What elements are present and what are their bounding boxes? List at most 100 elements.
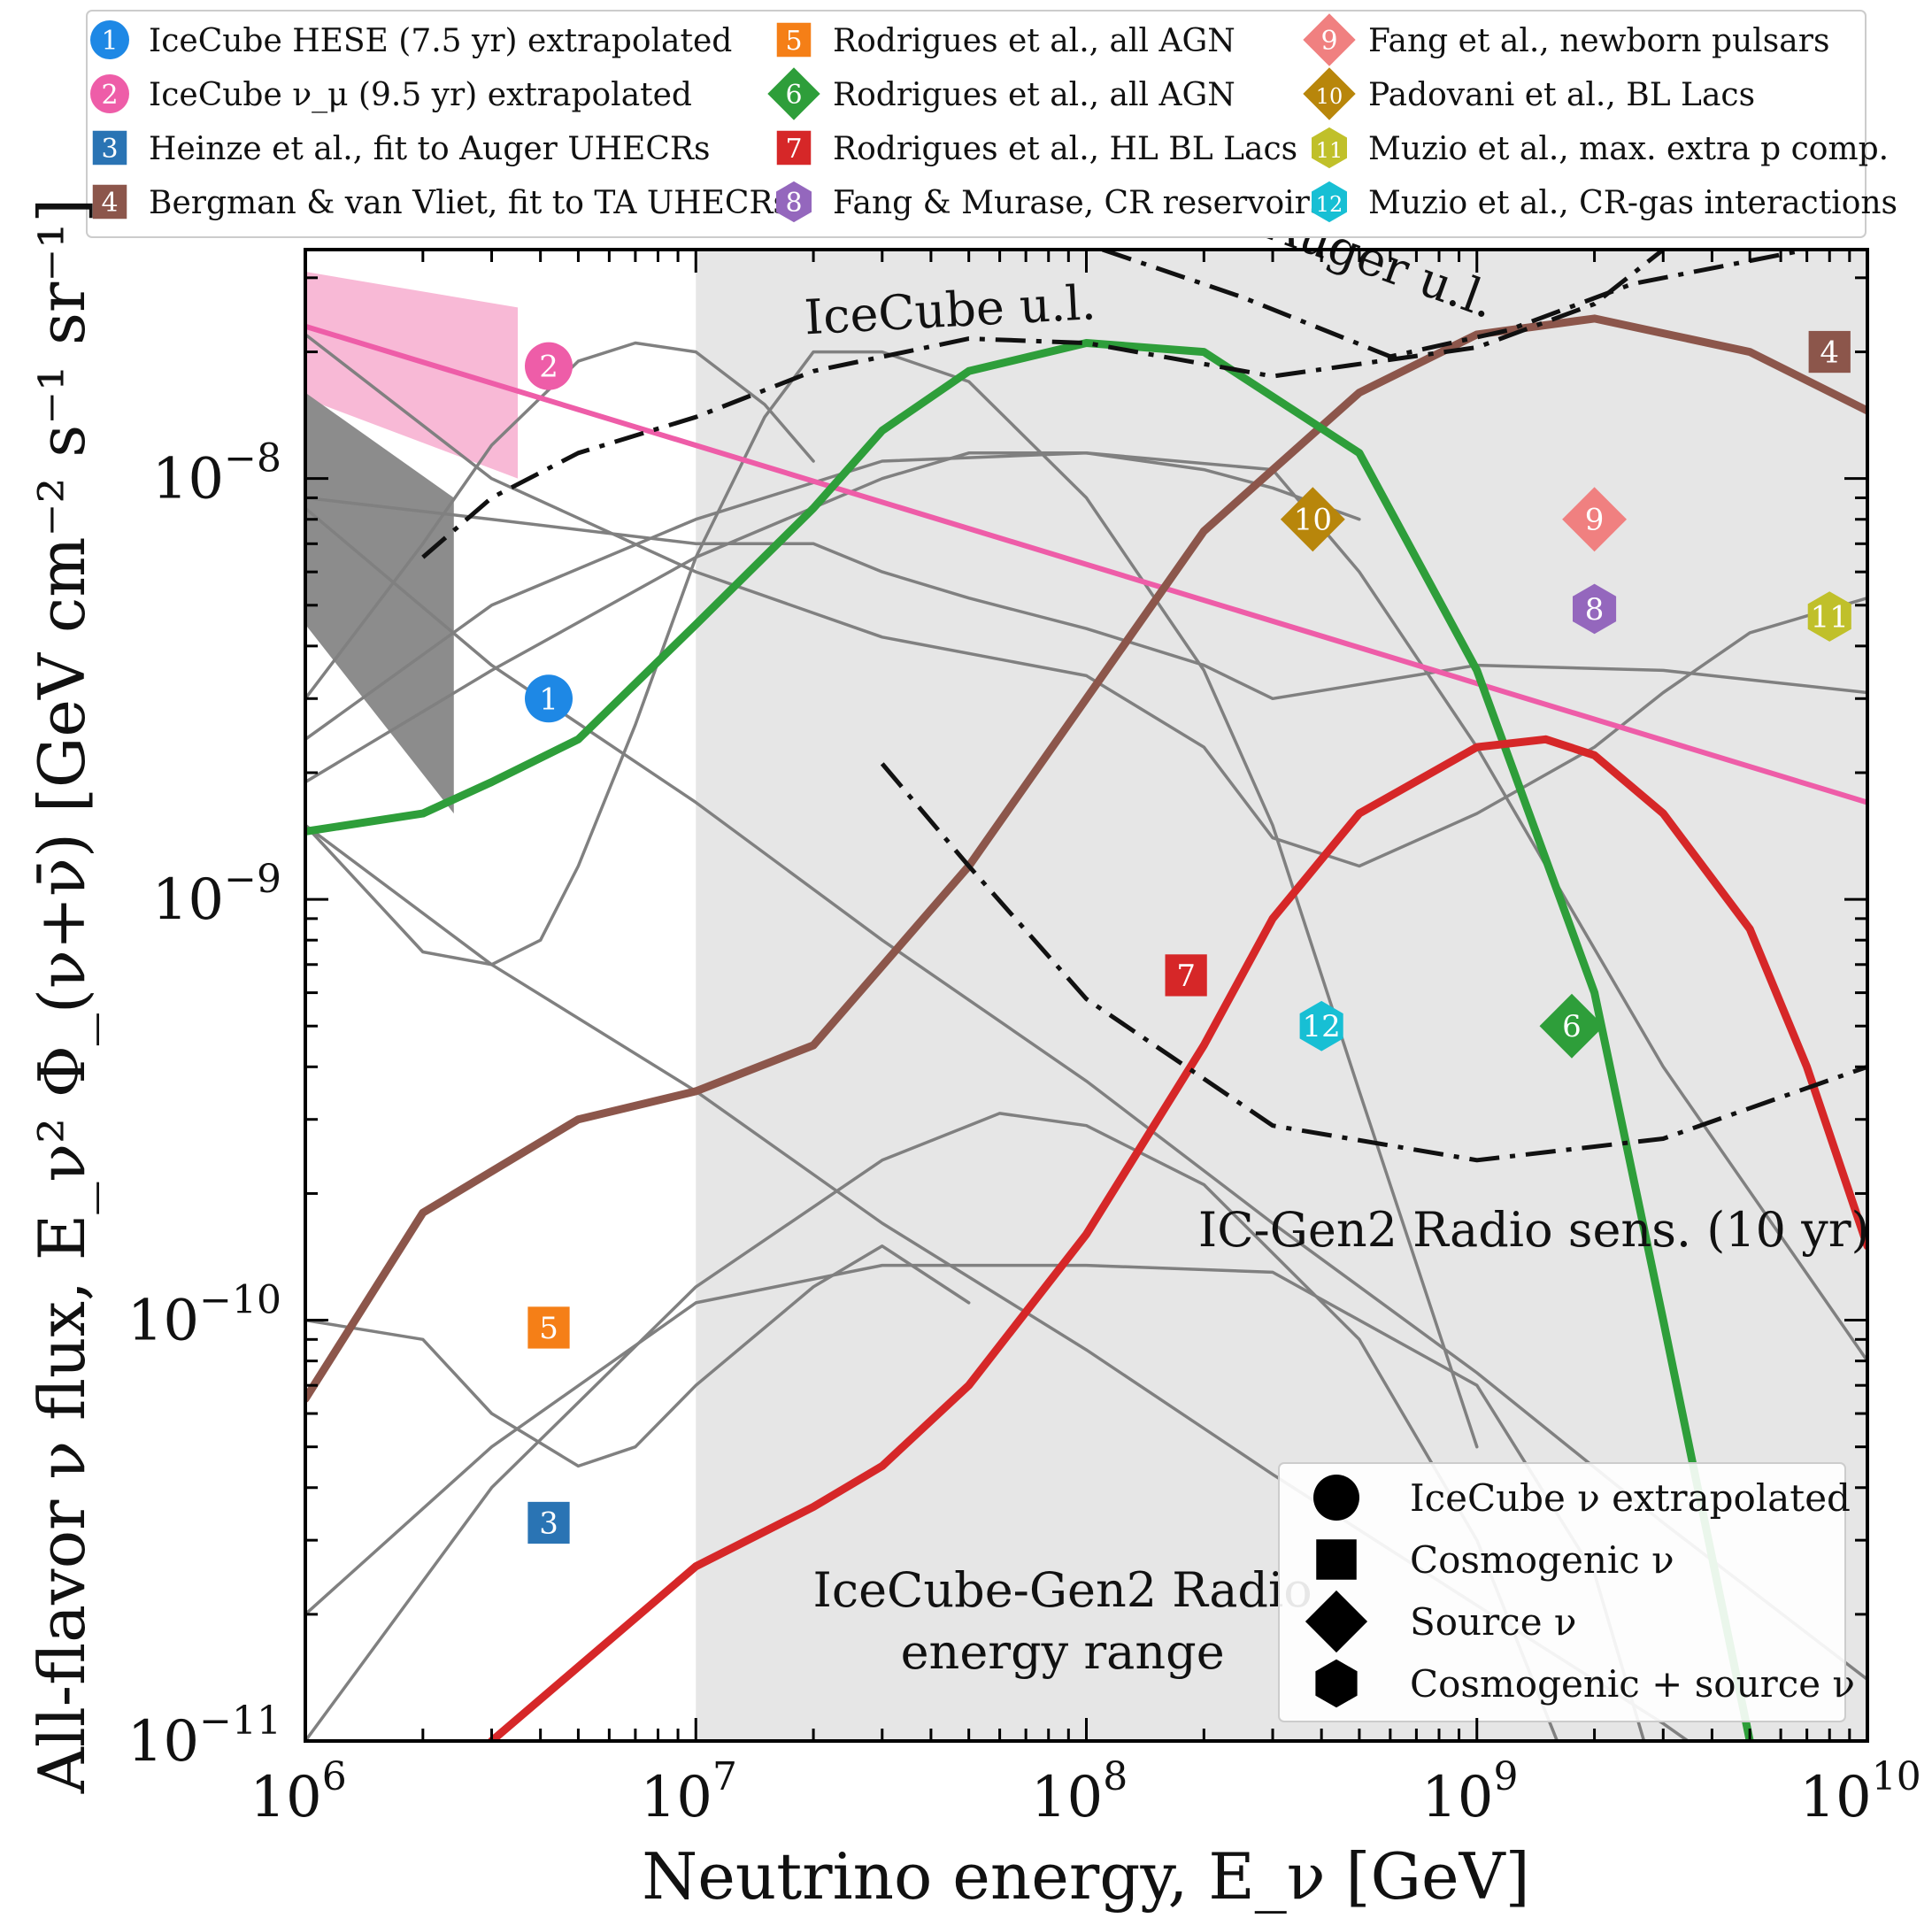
kind-legend-label-1: IceCube ν extrapolated	[1410, 1476, 1851, 1520]
legend-label-4: Bergman & van Vliet, fit to TA UHECRs	[149, 185, 789, 221]
series-line-5	[421, 250, 1665, 559]
marker-1-shape	[525, 674, 573, 723]
marker-3-shape	[527, 1501, 570, 1544]
legend-number-12: 12	[1316, 192, 1343, 217]
series-line-6	[1101, 250, 1808, 359]
legend-number-6: 6	[785, 80, 802, 111]
series-line-10	[305, 350, 1479, 1449]
legend-symbol-5	[776, 22, 812, 58]
marker-1-label: 1	[539, 682, 558, 717]
legend-number-7: 7	[785, 134, 802, 165]
marker-10-label: 10	[1294, 503, 1332, 538]
marker-5-label: 5	[539, 1311, 558, 1346]
legend-number-5: 5	[785, 26, 802, 57]
series-line-15	[305, 341, 815, 701]
series-line-14	[305, 333, 1867, 868]
y-tick-label: 10−9	[152, 857, 281, 933]
marker-12-label: 12	[1303, 1009, 1341, 1044]
x-axis-title: Neutrino energy, E_ν [GeV]	[642, 1839, 1529, 1914]
x-tick-label: 106	[250, 1754, 346, 1830]
model-legend: 1 IceCube HESE (7.5 yr) extrapolated 2 IceC…	[86, 10, 1897, 238]
legend-symbol-3	[92, 130, 127, 166]
marker-7-label: 7	[1176, 959, 1196, 994]
legend-label-7: Rodrigues et al., HL BL Lacs	[833, 131, 1297, 167]
y-axis-title: All-flavor ν flux, E_ν² Φ_(ν+ν̄) [GeV cm…	[25, 198, 99, 1795]
marker-11-label: 11	[1811, 600, 1849, 635]
legend-label-1: IceCube HESE (7.5 yr) extrapolated	[149, 23, 732, 59]
legend-label-12: Muzio et al., CR-gas interactions	[1368, 185, 1897, 221]
y-tick-label: 10−8	[152, 436, 281, 512]
legend-symbol-10	[1303, 67, 1356, 120]
y-tick-label: 10−11	[127, 1698, 281, 1775]
legend-label-6: Rodrigues et al., all AGN	[833, 77, 1235, 113]
marker-11-shape	[1807, 591, 1851, 642]
marker-kind-legend: IceCube ν extrapolated Cosmogenic ν Source…	[1278, 1462, 1855, 1722]
legend-number-9: 9	[1320, 26, 1337, 57]
kind-legend-symbol-3	[1305, 1590, 1368, 1653]
marker-4-label: 4	[1820, 335, 1839, 371]
legend-symbol-11	[1312, 127, 1347, 169]
marker-4-shape	[1808, 330, 1851, 374]
legend-symbol-6	[767, 67, 820, 120]
kind-legend-label-2: Cosmogenic ν	[1410, 1538, 1674, 1582]
marker-7-shape	[1165, 954, 1207, 997]
marker-12-shape	[1299, 1000, 1343, 1051]
series-line-18	[305, 1112, 1559, 1741]
legend-number-11: 11	[1316, 138, 1343, 163]
x-tick-label: 1010	[1799, 1754, 1920, 1830]
legend-symbol-12	[1312, 181, 1347, 223]
legend-symbol-2	[90, 74, 129, 113]
legend-label-5: Rodrigues et al., all AGN	[833, 23, 1235, 59]
energy-range-label-line2: energy range	[901, 1624, 1225, 1680]
legend-symbol-1	[90, 20, 129, 59]
marker-8-label: 8	[1585, 592, 1605, 628]
series-line-2	[305, 314, 1867, 1403]
series-line-16	[305, 1244, 971, 1468]
marker-8-shape	[1573, 583, 1617, 635]
kind-legend-label-4: Cosmogenic + source ν	[1410, 1662, 1855, 1706]
legend-frame	[86, 10, 1867, 238]
marker-3-label: 3	[539, 1506, 558, 1541]
legend-symbol-4	[92, 184, 127, 220]
y-tick-label: 10−10	[127, 1278, 281, 1354]
x-tick-label: 108	[1031, 1754, 1128, 1830]
legend-label-9: Fang et al., newborn pulsars	[1368, 23, 1829, 59]
kind-legend-label-3: Source ν	[1410, 1600, 1576, 1644]
series-line-1	[305, 323, 1867, 805]
kind-legend-symbol-1	[1313, 1475, 1359, 1521]
kind-legend-frame	[1278, 1462, 1846, 1722]
series-line-3	[305, 339, 1754, 1741]
legend-number-3: 3	[101, 134, 118, 165]
legend-symbol-8	[776, 181, 812, 223]
series-line-11	[305, 496, 1867, 701]
legend-symbol-7	[776, 130, 812, 166]
flux-bands	[305, 272, 519, 814]
legend-label-10: Padovani et al., BL Lacs	[1368, 77, 1755, 113]
flux-band-1	[305, 272, 519, 479]
legend-number-10: 10	[1316, 84, 1343, 109]
legend-label-3: Heinze et al., fit to Auger UHECRs	[149, 131, 710, 167]
legend-number-1: 1	[101, 26, 118, 57]
energy-range-label-line1: IceCube-Gen2 Radio	[813, 1562, 1312, 1618]
marker-9-shape	[1562, 487, 1628, 552]
legend-symbol-9	[1303, 13, 1356, 66]
x-tick-label: 109	[1421, 1754, 1518, 1830]
series-line-12	[305, 451, 1361, 784]
legend-number-2: 2	[101, 80, 118, 111]
legend-number-8: 8	[785, 188, 802, 219]
series-line-7	[880, 762, 1867, 1163]
marker-2-shape	[525, 342, 573, 390]
legend-label-8: Fang & Murase, CR reservoirs	[833, 185, 1326, 221]
marker-2-label: 2	[539, 350, 558, 385]
marker-9-label: 9	[1585, 503, 1605, 538]
marker-6-label: 6	[1562, 1009, 1582, 1044]
legend-label-11: Muzio et al., max. extra p comp.	[1368, 131, 1889, 167]
marker-5-shape	[527, 1306, 570, 1349]
kind-legend-symbol-2	[1316, 1539, 1357, 1580]
legend-label-2: IceCube ν_μ (9.5 yr) extrapolated	[149, 77, 692, 113]
annotation-3: IC-Gen2 Radio sens. (10 yr)	[1198, 1202, 1870, 1258]
series-line-13	[305, 451, 1867, 1363]
